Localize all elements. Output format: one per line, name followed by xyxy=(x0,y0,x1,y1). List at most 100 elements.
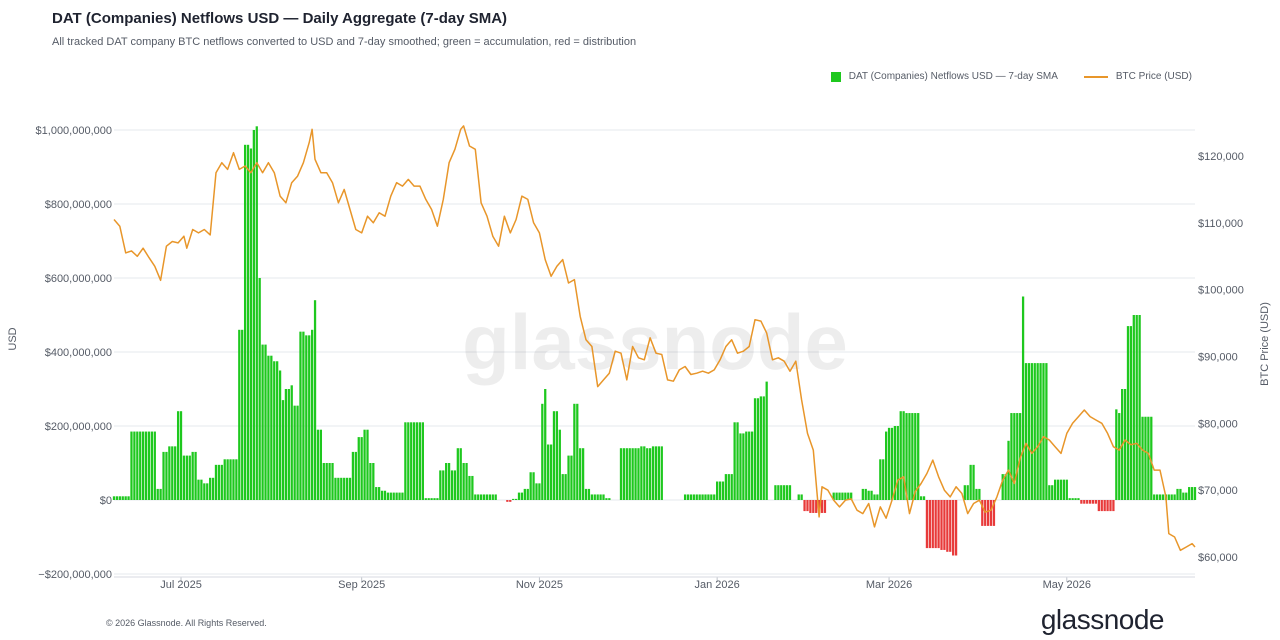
netflow-bar xyxy=(581,448,585,500)
netflow-bar xyxy=(529,472,532,500)
netflow-bar xyxy=(459,448,462,500)
netflow-bar xyxy=(1109,500,1112,512)
netflow-bar xyxy=(412,422,416,500)
netflow-bar xyxy=(643,446,646,500)
netflow-bar xyxy=(587,488,591,500)
legend-item-btc-price[interactable]: BTC Price (USD) xyxy=(1083,71,1192,82)
netflow-bar xyxy=(654,446,658,500)
netflow-bar xyxy=(1080,500,1083,504)
netflow-bar xyxy=(261,344,264,500)
netflow-bar xyxy=(465,463,468,500)
netflow-bar xyxy=(736,422,739,500)
netflow-bar xyxy=(1039,363,1042,500)
y2-tick-label: $70,000 xyxy=(1198,485,1238,497)
netflow-bar xyxy=(1068,498,1071,500)
x-tick-label: Sep 2025 xyxy=(338,579,385,591)
netflow-bar xyxy=(739,433,742,500)
netflow-bar xyxy=(570,455,573,500)
netflow-bar xyxy=(628,448,631,500)
netflow-bar xyxy=(121,496,124,500)
netflow-bar xyxy=(1097,500,1100,512)
netflow-bar xyxy=(334,477,337,500)
netflow-bar xyxy=(299,331,302,500)
netflow-bar xyxy=(1190,487,1194,500)
netflow-bar xyxy=(937,500,940,549)
netflow-bar xyxy=(567,455,570,500)
netflow-bar xyxy=(1118,413,1121,500)
netflow-bar xyxy=(841,492,844,500)
netflow-bar xyxy=(398,492,401,500)
netflow-bar xyxy=(188,455,191,500)
x-tick-label: Nov 2025 xyxy=(516,579,563,591)
legend-label-netflows: DAT (Companies) Netflows USD — 7-day SMA xyxy=(848,71,1058,82)
y-tick-label: −$200,000,000 xyxy=(38,569,112,581)
netflow-bar xyxy=(1036,363,1039,500)
netflow-bar xyxy=(477,494,480,500)
netflow-bar xyxy=(861,488,864,500)
netflow-bar xyxy=(337,477,340,500)
netflow-bar xyxy=(701,494,704,500)
netflow-bar xyxy=(576,403,579,500)
netflow-bar xyxy=(885,431,888,500)
x-tick-label: Jan 2026 xyxy=(695,579,740,591)
netflow-bar xyxy=(952,500,955,556)
netflow-bar xyxy=(838,492,841,500)
netflow-bar xyxy=(1176,488,1179,500)
netflow-bar xyxy=(1153,494,1156,500)
netflow-bar xyxy=(765,381,768,500)
netflow-bar xyxy=(922,496,926,500)
netflow-bar xyxy=(229,459,232,500)
netflow-bar xyxy=(753,398,757,500)
y2-tick-label: $90,000 xyxy=(1198,352,1238,364)
netflow-bar xyxy=(762,396,765,500)
netflow-bar xyxy=(975,488,978,500)
netflow-bar xyxy=(302,331,305,500)
netflow-bar xyxy=(176,411,180,500)
netflow-bar xyxy=(526,488,529,500)
netflow-bar xyxy=(640,446,643,500)
netflow-bar xyxy=(305,335,308,500)
netflow-bar xyxy=(1065,479,1068,500)
netflow-bar xyxy=(870,490,873,500)
netflow-bar xyxy=(523,488,526,500)
netflow-bar xyxy=(748,431,751,500)
netflow-bar xyxy=(698,494,701,500)
netflow-bar xyxy=(197,479,200,500)
netflow-bar xyxy=(243,144,247,501)
netflow-bar xyxy=(142,431,145,500)
netflow-bar xyxy=(835,492,838,500)
netflow-bar xyxy=(284,389,288,500)
netflow-bar xyxy=(217,464,221,500)
y-tick-label: $1,000,000,000 xyxy=(36,125,112,137)
legend: DAT (Companies) Netflows USD — 7-day SMA… xyxy=(830,71,1192,82)
netflow-bar xyxy=(357,437,360,500)
netflow-bar xyxy=(165,451,168,500)
netflow-bar xyxy=(209,477,212,500)
netflow-bar xyxy=(278,370,282,500)
brand-logo: glassnode xyxy=(1040,604,1165,635)
netflow-bar xyxy=(823,500,827,513)
netflow-bar xyxy=(520,492,524,500)
netflow-bar xyxy=(1024,363,1028,500)
netflow-bar xyxy=(421,422,424,500)
netflow-bar xyxy=(1030,363,1033,500)
netflow-bar xyxy=(919,496,923,500)
netflow-bar xyxy=(179,411,183,500)
netflow-bar xyxy=(153,431,156,500)
netflow-bar xyxy=(1010,413,1013,500)
netflow-bar xyxy=(1123,389,1127,500)
netflow-bar xyxy=(657,446,660,500)
netflow-bar xyxy=(905,413,908,500)
legend-item-netflows[interactable]: DAT (Companies) Netflows USD — 7-day SMA xyxy=(830,71,1058,82)
netflow-bar xyxy=(1062,479,1066,500)
netflow-bar xyxy=(144,431,148,500)
netflow-bar xyxy=(150,431,154,500)
netflow-bar xyxy=(1016,413,1019,500)
netflow-bar xyxy=(174,446,177,500)
netflow-bar xyxy=(646,448,649,500)
y2-axis-title: BTC Price (USD) xyxy=(1259,302,1271,386)
netflow-bar xyxy=(896,426,899,500)
netflow-bar xyxy=(1074,498,1077,500)
netflow-bar xyxy=(211,477,215,500)
netflow-bar xyxy=(812,500,815,513)
